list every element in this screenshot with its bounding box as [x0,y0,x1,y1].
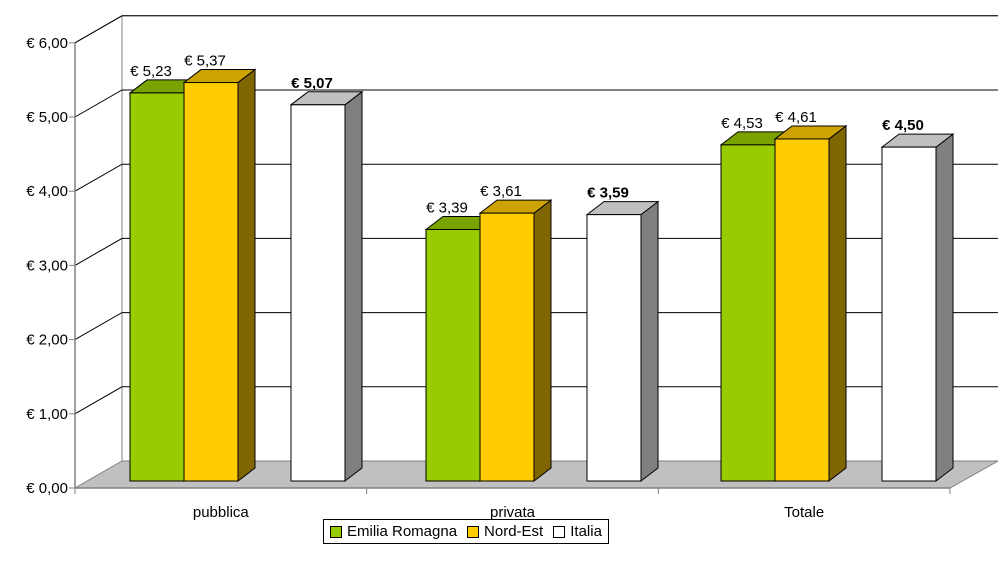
legend-item-italia: Italia [553,523,602,540]
bar [774,138,830,482]
gridline [74,89,998,118]
bar [290,104,346,482]
bar [425,228,481,482]
bar-side [828,124,847,483]
bar [129,92,185,482]
legend: Emilia Romagna Nord-Est Italia [323,519,609,544]
axes: € 0,00 € 1,00 € 2,00 € 3,00 € 4,00 € 5,00 € 6,… [26,35,951,521]
data-label: € 3,61 [480,183,522,200]
bar [881,146,937,482]
x-tick-label: pubblica [193,504,250,521]
data-label: € 4,53 [721,115,763,132]
data-label: € 5,07 [291,75,333,92]
legend-item-emilia-romagna: Emilia Romagna [330,523,457,540]
gridline [74,163,998,192]
gridline [74,312,998,341]
bars [128,68,955,483]
y-tick-label: € 2,00 [26,332,68,349]
data-label: € 5,37 [184,53,226,70]
y-tick-label: € 0,00 [26,480,68,497]
y-tick-label: € 5,00 [26,109,68,126]
legend-item-nord-est: Nord-Est [467,523,543,540]
bar [479,212,535,482]
bar-side [935,133,954,483]
legend-label: Italia [570,523,602,540]
bar-side [237,68,256,483]
bar [720,144,776,482]
data-label: € 4,50 [882,117,924,134]
bar-side [533,199,552,483]
data-label: € 4,61 [775,109,817,126]
gridline [74,237,998,266]
bar [586,214,642,482]
y-tick-label: € 6,00 [26,35,68,52]
bar [183,82,239,482]
data-label: € 3,39 [426,199,468,216]
gridlines [74,15,998,415]
gridline [74,386,998,415]
gridline [74,15,998,44]
legend-label: Nord-Est [484,523,544,540]
data-label: € 5,23 [130,63,172,80]
legend-label: Emilia Romagna [347,523,458,540]
data-labels: € 5,23 € 5,37 € 5,07 € 3,39 € 3,61 € 3,59 € 4,… [130,53,924,217]
legend-swatch [330,525,342,538]
data-label: € 3,59 [587,185,629,202]
x-tick-label: Totale [784,504,824,521]
legend-swatch [553,525,566,538]
bar-side [640,200,659,483]
y-tick-label: € 3,00 [26,257,68,274]
y-tick-label: € 1,00 [26,406,68,423]
legend-swatch [467,525,480,538]
x-tick-label: privata [490,504,536,521]
y-tick-label: € 4,00 [26,183,68,200]
bar-side [344,90,363,483]
